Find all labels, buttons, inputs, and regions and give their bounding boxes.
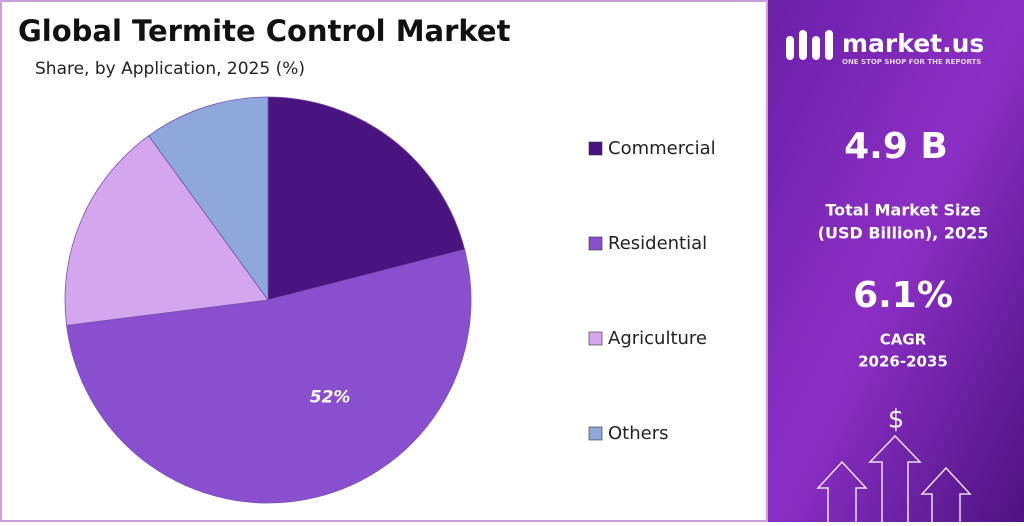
market-size-label: (USD Billion), 2025 bbox=[818, 224, 989, 243]
chart-subtitle: Share, by Application, 2025 (%) bbox=[35, 59, 305, 79]
pie-slice bbox=[267, 96, 466, 301]
logo-bar bbox=[825, 30, 833, 60]
legend-swatch bbox=[588, 236, 603, 251]
cagr: 6.1% bbox=[853, 275, 953, 316]
legend-label: Commercial bbox=[608, 138, 716, 159]
dollar-icon: $ bbox=[888, 405, 905, 435]
cagr-label: 2026-2035 bbox=[858, 353, 948, 371]
legend-label: Others bbox=[608, 423, 669, 444]
legend-swatch bbox=[588, 331, 603, 346]
tagline: ONE STOP SHOP FOR THE REPORTS bbox=[842, 58, 981, 66]
arrow bbox=[816, 460, 868, 522]
chart-title: Global Termite Control Market bbox=[18, 14, 511, 48]
pie: 52% bbox=[64, 96, 472, 504]
logo-bar bbox=[786, 36, 794, 60]
market-size: 4.9 B bbox=[844, 126, 948, 167]
pie-slice bbox=[148, 96, 269, 302]
arrows bbox=[816, 434, 972, 522]
brand: market.us bbox=[842, 29, 984, 58]
pie-slice bbox=[64, 135, 269, 326]
legend-swatch bbox=[588, 426, 603, 441]
market-size-label: Total Market Size bbox=[825, 201, 980, 220]
logo bbox=[786, 30, 833, 60]
logo-bar bbox=[812, 36, 820, 60]
legend-swatch bbox=[588, 141, 603, 156]
legend-label: Agriculture bbox=[608, 328, 707, 349]
arrow bbox=[920, 466, 972, 522]
legend-label: Residential bbox=[608, 233, 707, 254]
cagr-label: CAGR bbox=[880, 331, 927, 349]
legend: Commercial Residential Agriculture Others bbox=[588, 138, 716, 444]
logo-bar bbox=[799, 30, 807, 60]
side-panel bbox=[768, 0, 1024, 522]
arrow bbox=[868, 434, 922, 522]
data-label: 52% bbox=[310, 388, 351, 408]
